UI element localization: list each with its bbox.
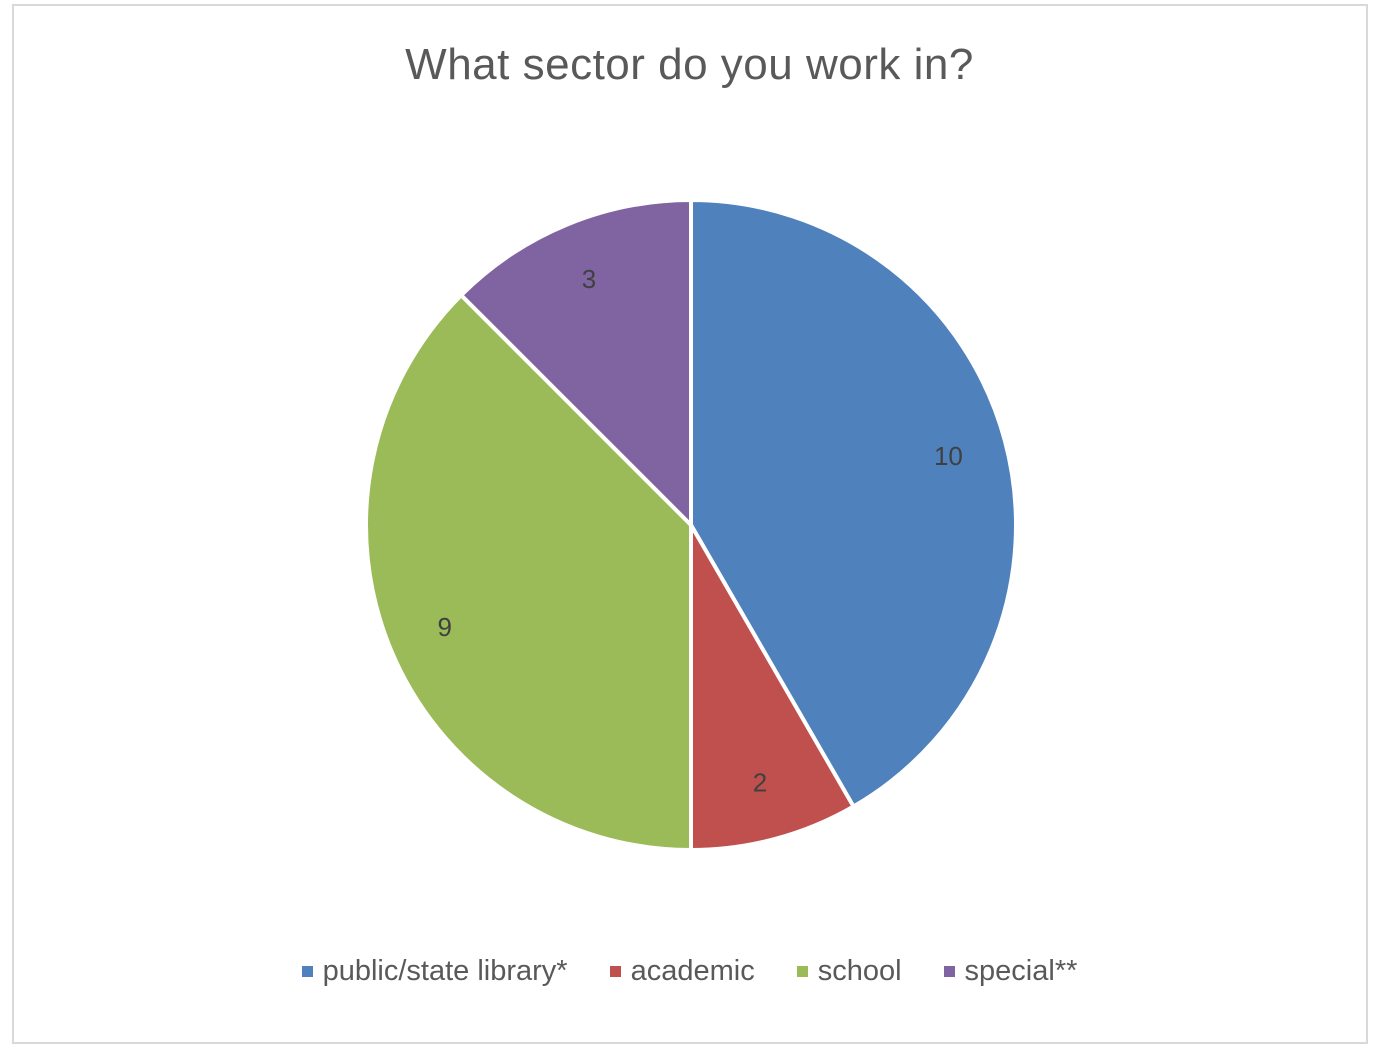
data-label-2: 2 [753, 767, 767, 797]
legend-swatch-4 [943, 966, 955, 977]
chart-title: What sector do you work in? [405, 40, 974, 89]
legend-item-4: special** [943, 955, 1078, 988]
pie-slice-1 [689, 198, 1018, 809]
data-label-4: 3 [582, 264, 596, 294]
data-label-1: 10 [934, 441, 963, 471]
pie-slice-3 [363, 293, 693, 852]
legend-label-4: special** [964, 955, 1078, 987]
legend-label-3: school [817, 955, 902, 987]
legend-swatch-2 [609, 966, 621, 977]
legend: public/state library* academic school speci… [0, 955, 1379, 988]
legend-item-2: academic [609, 955, 755, 988]
legend-label-1: public/state library* [322, 955, 568, 987]
legend-swatch-3 [796, 966, 808, 977]
pie-slice-2 [689, 523, 856, 852]
legend-swatch-1 [301, 966, 313, 977]
pie-slice-4 [459, 198, 693, 527]
legend-item-1: public/state library* [301, 955, 568, 988]
legend-item-3: school [796, 955, 902, 988]
legend-label-2: academic [630, 955, 755, 987]
data-label-3: 9 [438, 612, 452, 642]
